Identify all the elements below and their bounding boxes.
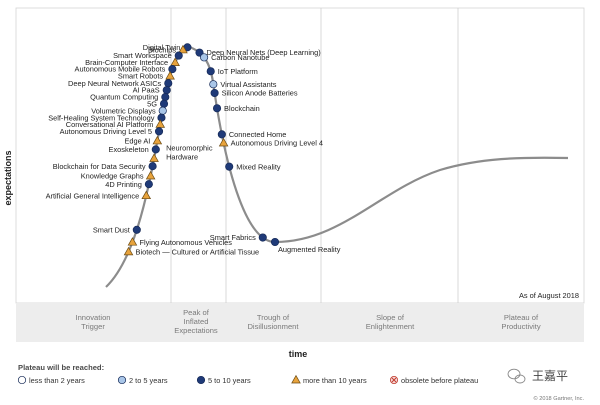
phase-label-trough: Trough of Disillusionment <box>247 313 299 331</box>
legend-label-5to10: 5 to 10 years <box>208 376 251 385</box>
wechat-watermark: 王嘉平 <box>507 368 568 384</box>
phase-label-plateau: Plateau of Productivity <box>501 313 540 331</box>
label-augmented-reality: Augmented Reality <box>278 245 341 254</box>
marker-smart-workspace <box>174 51 183 60</box>
label-carbon-nanotube: Carbon Nanotube <box>211 53 269 62</box>
label-edge-ai: Edge AI <box>124 137 150 146</box>
label-iot-platform: IoT Platform <box>218 67 258 76</box>
label-smart-workspace: Smart Workspace <box>113 51 172 60</box>
marker-blockchain <box>212 104 222 113</box>
label-5g: 5G <box>147 99 157 108</box>
marker-augmented-reality <box>270 237 280 247</box>
label-digital-twin: Digital Twin <box>143 43 181 52</box>
marker-silicon-anode-batteries <box>210 88 219 98</box>
marker-exoskeleton <box>151 145 160 154</box>
legend-marker-gt10 <box>291 374 301 384</box>
watermark-text: 王嘉平 <box>532 369 568 383</box>
marker-smart-dust <box>132 225 141 234</box>
marker-autonomous-driving-level-5 <box>154 127 164 136</box>
phase-label-peak: Peak of Inflated Expectations <box>174 308 218 335</box>
marker-neuromorphic-hardware <box>149 153 159 162</box>
technology-markers <box>123 43 280 256</box>
label-quantum-computing: Quantum Computing <box>90 93 158 102</box>
label-smart-robots: Smart Robots <box>118 72 163 81</box>
marker-biochips <box>178 44 188 54</box>
marker-edge-ai <box>152 135 163 145</box>
x-axis-label: time <box>289 349 308 359</box>
hype-curve-slope <box>274 156 569 244</box>
label-blockchain: Blockchain <box>224 104 260 113</box>
marker-conversational-ai-platform <box>155 119 166 128</box>
marker-mixed-reality <box>225 162 234 171</box>
marker-smart-robots <box>165 70 175 80</box>
legend-label-2to5: 2 to 5 years <box>129 376 168 385</box>
label-brain-computer-interface: Brain-Computer Interface <box>85 58 168 67</box>
label-4d-printing: 4D Printing <box>105 180 142 189</box>
phase-label-slope: Slope of Enlightenment <box>366 313 415 331</box>
as-of-date: As of August 2018 <box>519 291 579 300</box>
legend-title: Plateau will be reached: <box>18 363 104 372</box>
copyright: © 2018 Gartner, Inc. <box>534 395 585 402</box>
marker-knowledge-graphs <box>145 170 156 180</box>
legend-label-gt10: more than 10 years <box>303 376 367 385</box>
label-virtual-assistants: Virtual Assistants <box>220 80 276 89</box>
marker-4d-printing <box>144 180 153 189</box>
label-autonomous-driving-level-5: Autonomous Driving Level 5 <box>60 127 152 136</box>
legend-marker-obsolete <box>389 375 398 384</box>
legend-label-lt2: less than 2 years <box>29 376 85 385</box>
marker-5g <box>159 99 169 108</box>
marker-connected-home <box>217 130 226 139</box>
label-mixed-reality: Mixed Reality <box>236 162 281 171</box>
label-deep-neural-nets-deep-learning: Deep Neural Nets (Deep Learning) <box>207 48 321 57</box>
label-smart-dust: Smart Dust <box>93 225 130 234</box>
marker-brain-computer-interface <box>170 57 180 66</box>
marker-carbon-nanotube <box>200 53 209 62</box>
marker-autonomous-driving-level-4 <box>218 137 229 147</box>
legend: less than 2 years 2 to 5 years 5 to 10 yea… <box>17 374 478 385</box>
marker-quantum-computing <box>161 93 170 102</box>
label-autonomous-driving-level-4: Autonomous Driving Level 4 <box>231 139 323 148</box>
marker-self-healing-system-technology <box>157 113 166 122</box>
marker-blockchain-for-data-security <box>148 162 157 171</box>
label-connected-home: Connected Home <box>229 130 287 139</box>
label-artificial-general-intelligence: Artificial General Intelligence <box>46 191 140 200</box>
label-blockchain-for-data-security: Blockchain for Data Security <box>53 162 146 171</box>
legend-marker-lt2 <box>17 375 27 385</box>
label-biochips: Biochips <box>148 46 176 55</box>
legend-label-obsolete: obsolete before plateau <box>401 376 478 385</box>
label-conversational-ai-platform: Conversational AI Platform <box>66 120 154 129</box>
label-silicon-anode-batteries: Silicon Anode Batteries <box>222 89 298 98</box>
marker-flying-autonomous-vehicles <box>127 237 138 246</box>
marker-iot-platform <box>206 67 215 76</box>
label-neuromorphic-hardware: Neuromorphic Hardware <box>166 143 213 161</box>
marker-volumetric-displays <box>158 106 167 115</box>
y-axis-label: expectations <box>3 150 13 205</box>
label-self-healing-system-technology: Self-Healing System Technology <box>48 113 155 122</box>
legend-marker-2to5 <box>117 375 127 385</box>
wechat-icon <box>507 368 526 384</box>
label-autonomous-mobile-robots: Autonomous Mobile Robots <box>75 65 166 74</box>
label-ai-paas: AI PaaS <box>133 86 160 95</box>
marker-smart-fabrics <box>258 233 267 242</box>
marker-biotech-cultured-or-artificial-tissue <box>123 246 134 256</box>
label-deep-neural-network-asics: Deep Neural Network ASICs <box>68 79 162 88</box>
label-flying-autonomous-vehicles: Flying Autonomous Vehicles <box>139 238 232 247</box>
label-smart-fabrics: Smart Fabrics <box>210 233 256 242</box>
label-biotech-cultured-or-artificial-tissue: Biotech — Cultured or Artificial Tissue <box>136 248 260 257</box>
marker-virtual-assistants <box>209 80 218 89</box>
marker-deep-neural-network-asics <box>164 79 173 88</box>
phase-label-innovation-trigger: Innovation Trigger <box>75 313 110 331</box>
label-exoskeleton: Exoskeleton <box>109 145 149 154</box>
marker-artificial-general-intelligence <box>141 190 152 200</box>
label-knowledge-graphs: Knowledge Graphs <box>81 172 144 181</box>
marker-autonomous-mobile-robots <box>168 65 177 74</box>
plot-frame <box>15 7 585 304</box>
label-volumetric-displays: Volumetric Displays <box>91 106 156 115</box>
marker-ai-paas <box>162 86 171 95</box>
legend-marker-5to10 <box>196 375 206 385</box>
phase-band <box>16 303 584 342</box>
